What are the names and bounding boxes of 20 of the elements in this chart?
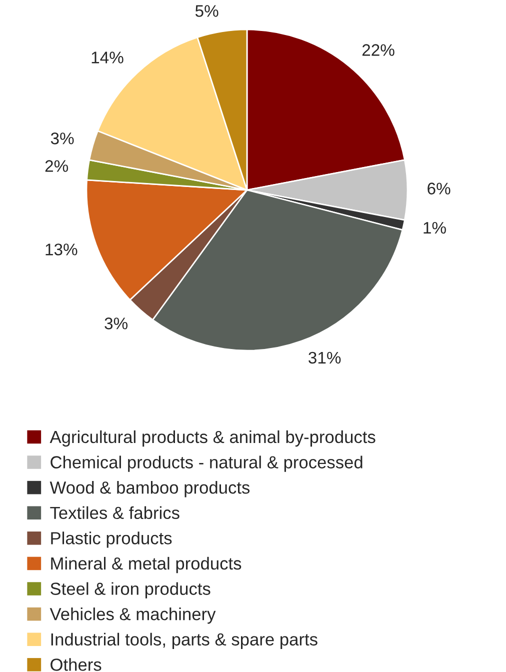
data-label: 3%	[104, 318, 128, 330]
legend-label: Chemical products - natural & processed	[50, 456, 362, 472]
data-label: 1%	[424, 222, 446, 234]
data-label: 14%	[92, 52, 124, 64]
data-label: 2%	[45, 160, 68, 172]
legend-label: Agricultural products & animal by-products	[50, 430, 376, 447]
data-label: 13%	[46, 244, 78, 256]
legend-label: Wood & bamboo products	[50, 481, 250, 498]
legend-label: Plastic products	[51, 532, 172, 548]
legend-label: Steel & iron products	[50, 582, 210, 598]
legend-label: Mineral & metal products	[51, 556, 242, 574]
legend-label: Textiles & fabrics	[50, 506, 180, 520]
data-label: 6%	[428, 182, 450, 194]
data-label: 5%	[195, 5, 218, 17]
data-label: 22%	[362, 44, 394, 56]
legend-label: Others	[50, 658, 102, 671]
data-label: 31%	[308, 352, 341, 364]
data-label: 3%	[50, 132, 74, 144]
legend-label: Vehicles & machinery	[50, 608, 216, 624]
legend-label: Industrial tools, parts & spare parts	[51, 632, 318, 650]
